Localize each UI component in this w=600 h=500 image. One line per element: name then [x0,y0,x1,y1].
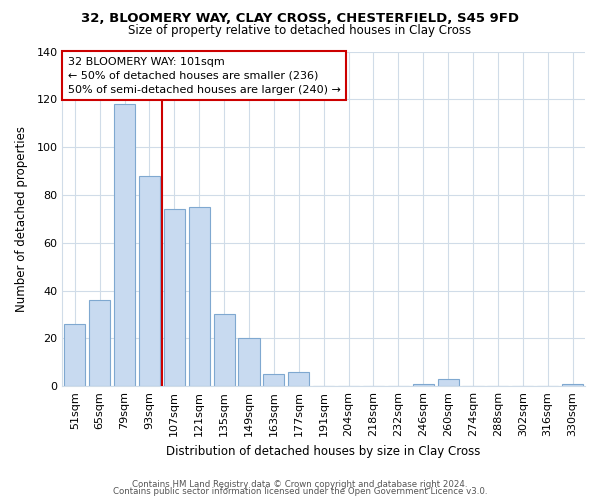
Text: 32 BLOOMERY WAY: 101sqm
← 50% of detached houses are smaller (236)
50% of semi-d: 32 BLOOMERY WAY: 101sqm ← 50% of detache… [68,56,340,94]
Text: 32, BLOOMERY WAY, CLAY CROSS, CHESTERFIELD, S45 9FD: 32, BLOOMERY WAY, CLAY CROSS, CHESTERFIE… [81,12,519,26]
Bar [263,374,284,386]
Bar [413,384,434,386]
Text: Size of property relative to detached houses in Clay Cross: Size of property relative to detached ho… [128,24,472,37]
Bar [64,324,85,386]
Bar [139,176,160,386]
Text: Contains public sector information licensed under the Open Government Licence v3: Contains public sector information licen… [113,487,487,496]
Bar [288,372,310,386]
X-axis label: Distribution of detached houses by size in Clay Cross: Distribution of detached houses by size … [166,444,481,458]
Bar [89,300,110,386]
Bar [437,379,458,386]
Bar [238,338,260,386]
Bar [114,104,135,386]
Bar [562,384,583,386]
Bar [188,207,210,386]
Bar [214,314,235,386]
Text: Contains HM Land Registry data © Crown copyright and database right 2024.: Contains HM Land Registry data © Crown c… [132,480,468,489]
Y-axis label: Number of detached properties: Number of detached properties [15,126,28,312]
Bar [164,210,185,386]
